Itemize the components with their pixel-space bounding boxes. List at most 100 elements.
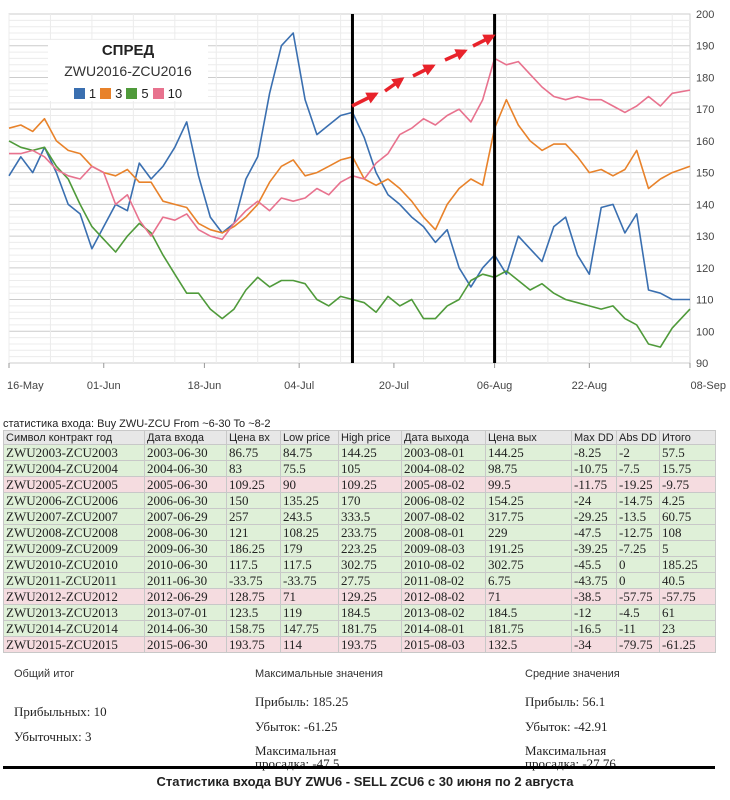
y-tick-label: 110 xyxy=(696,295,714,307)
table-cell: 2015-08-03 xyxy=(401,636,486,653)
table-cell: ZWU2011-ZCU2011 xyxy=(3,572,145,589)
table-cell: 109.25 xyxy=(338,476,402,493)
table-cell: ZWU2009-ZCU2009 xyxy=(3,540,145,557)
table-cell: -4.5 xyxy=(616,604,660,621)
legend-label: 10 xyxy=(167,86,183,101)
table-cell: 2008-08-01 xyxy=(401,524,486,541)
trend-arrow-head xyxy=(482,34,496,46)
table-cell: -47.5 xyxy=(571,524,617,541)
summary-max-loss: Убыток: -61.25 xyxy=(255,719,338,734)
table-cell: 2014-08-01 xyxy=(401,620,486,637)
table-header-cell: Max DD xyxy=(571,430,617,445)
table-cell: -33.75 xyxy=(226,572,281,589)
table-cell: 2006-08-02 xyxy=(401,492,486,509)
legend-items: 1 3 5 10 xyxy=(48,86,208,101)
table-cell: 23 xyxy=(659,620,716,637)
table-cell: 2008-06-30 xyxy=(144,524,227,541)
table-row: ZWU2014-ZCU2014 2014-06-30 158.75 147.75 181… xyxy=(3,620,716,637)
summary-max-profit: Прибыль: 185.25 xyxy=(255,694,349,709)
table-cell: 2005-08-02 xyxy=(401,476,486,493)
table-cell: 191.25 xyxy=(485,540,572,557)
legend-swatch xyxy=(152,88,164,99)
trend-arrow-head xyxy=(422,64,436,76)
x-tick-label: 20-Jul xyxy=(379,380,409,392)
legend-item-3: 3 xyxy=(100,86,122,101)
table-cell: 317.75 xyxy=(485,508,572,525)
x-tick-label: 22-Aug xyxy=(572,380,607,392)
legend-swatch xyxy=(126,88,138,99)
table-header-cell: Цена вых xyxy=(485,430,572,445)
table-cell: ZWU2005-ZCU2005 xyxy=(3,476,145,493)
table-cell: -39.25 xyxy=(571,540,617,557)
table-cell: 83 xyxy=(226,460,281,477)
table-cell: 257 xyxy=(226,508,281,525)
table-cell: 243.5 xyxy=(280,508,339,525)
table-cell: 0 xyxy=(616,572,660,589)
y-tick-label: 180 xyxy=(696,72,714,84)
table-cell: 84.75 xyxy=(280,444,339,461)
trend-arrow-head xyxy=(454,49,468,61)
table-cell: 302.75 xyxy=(485,556,572,573)
legend-swatch xyxy=(100,88,112,99)
table-cell: 193.75 xyxy=(226,636,281,653)
table-cell: 128.75 xyxy=(226,588,281,605)
x-tick-label: 08-Sep xyxy=(691,380,726,392)
x-tick-label: 18-Jun xyxy=(188,380,222,392)
y-tick-label: 170 xyxy=(696,104,714,116)
table-cell: 2003-08-01 xyxy=(401,444,486,461)
table-cell: 2006-06-30 xyxy=(144,492,227,509)
table-cell: 4.25 xyxy=(659,492,716,509)
table-row: ZWU2007-ZCU2007 2007-06-29 257 243.5 333.5 20… xyxy=(3,508,716,525)
legend-swatch xyxy=(73,88,85,99)
table-body: ZWU2003-ZCU2003 2003-06-30 86.75 84.75 144.2… xyxy=(3,444,716,653)
table-row: ZWU2005-ZCU2005 2005-06-30 109.25 90 109.25 2… xyxy=(3,476,716,493)
table-cell: 184.5 xyxy=(485,604,572,621)
table-cell: 144.25 xyxy=(338,444,402,461)
table-cell: 90 xyxy=(280,476,339,493)
table-row: ZWU2011-ZCU2011 2011-06-30 -33.75 -33.75 27.… xyxy=(3,572,716,589)
table-cell: 121 xyxy=(226,524,281,541)
table-header-cell: Символ контракт год xyxy=(3,430,145,445)
table-cell: -11.75 xyxy=(571,476,617,493)
table-cell: 179 xyxy=(280,540,339,557)
table-cell: 2009-08-03 xyxy=(401,540,486,557)
table-header-cell: Дата выхода xyxy=(401,430,486,445)
table-cell: ZWU2014-ZCU2014 xyxy=(3,620,145,637)
table-row: ZWU2013-ZCU2013 2013-07-01 123.5 119 184.5 20… xyxy=(3,604,716,621)
table-cell: 15.75 xyxy=(659,460,716,477)
table-cell: -29.25 xyxy=(571,508,617,525)
table-cell: 71 xyxy=(280,588,339,605)
table-cell: 193.75 xyxy=(338,636,402,653)
table-caption: статистика входа: Buy ZWU-ZCU From ~6-30… xyxy=(3,418,271,430)
trend-arrow-head xyxy=(391,77,405,90)
series-line-1 xyxy=(8,32,690,301)
table-header-cell: High price xyxy=(338,430,402,445)
table-cell: 5 xyxy=(659,540,716,557)
table-cell: 2011-08-02 xyxy=(401,572,486,589)
table-cell: -13.5 xyxy=(616,508,660,525)
table-cell: ZWU2012-ZCU2012 xyxy=(3,588,145,605)
table-cell: ZWU2015-ZCU2015 xyxy=(3,636,145,653)
table-cell: -57.75 xyxy=(616,588,660,605)
table-row: ZWU2008-ZCU2008 2008-06-30 121 108.25 233.75… xyxy=(3,524,716,541)
table-cell: 2007-06-29 xyxy=(144,508,227,525)
chart-legend: СПРЕД ZWU2016-ZCU2016 1 3 5 10 xyxy=(48,40,208,101)
y-tick-label: 120 xyxy=(696,263,714,275)
table-cell: 108.25 xyxy=(280,524,339,541)
table-cell: -7.25 xyxy=(616,540,660,557)
table-cell: 60.75 xyxy=(659,508,716,525)
table-cell: ZWU2010-ZCU2010 xyxy=(3,556,145,573)
entry-stats-table-wrap: статистика входа: Buy ZWU-ZCU From ~6-30… xyxy=(3,418,716,653)
summary-max-dd-label: Максимальная xyxy=(255,743,337,758)
table-cell: 40.5 xyxy=(659,572,716,589)
table-cell: -34 xyxy=(571,636,617,653)
table-header-cell: Abs DD xyxy=(616,430,660,445)
table-cell: 75.5 xyxy=(280,460,339,477)
y-tick-label: 90 xyxy=(696,358,708,370)
x-tick-label: 06-Aug xyxy=(477,380,512,392)
table-cell: -16.5 xyxy=(571,620,617,637)
table-row: ZWU2006-ZCU2006 2006-06-30 150 135.25 170 200… xyxy=(3,492,716,509)
table-cell: 2010-06-30 xyxy=(144,556,227,573)
y-tick-label: 130 xyxy=(696,231,714,243)
table-cell: 129.25 xyxy=(338,588,402,605)
